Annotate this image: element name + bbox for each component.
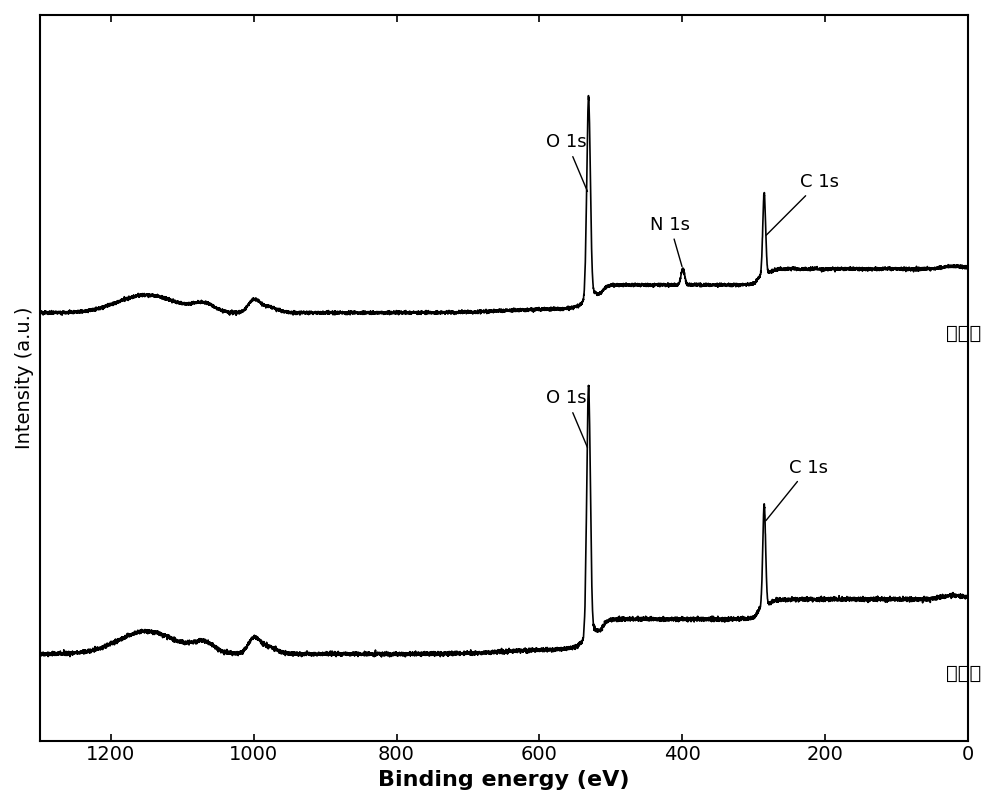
Text: 石墨烯: 石墨烯 bbox=[946, 664, 981, 683]
Text: N 1s: N 1s bbox=[650, 216, 690, 266]
Text: O 1s: O 1s bbox=[546, 134, 587, 192]
X-axis label: Binding energy (eV): Binding energy (eV) bbox=[378, 770, 629, 790]
Text: C 1s: C 1s bbox=[766, 459, 828, 521]
Text: 微胶囊: 微胶囊 bbox=[946, 324, 981, 343]
Text: O 1s: O 1s bbox=[546, 390, 587, 448]
Text: C 1s: C 1s bbox=[766, 173, 839, 235]
Y-axis label: Intensity (a.u.): Intensity (a.u.) bbox=[15, 307, 34, 449]
